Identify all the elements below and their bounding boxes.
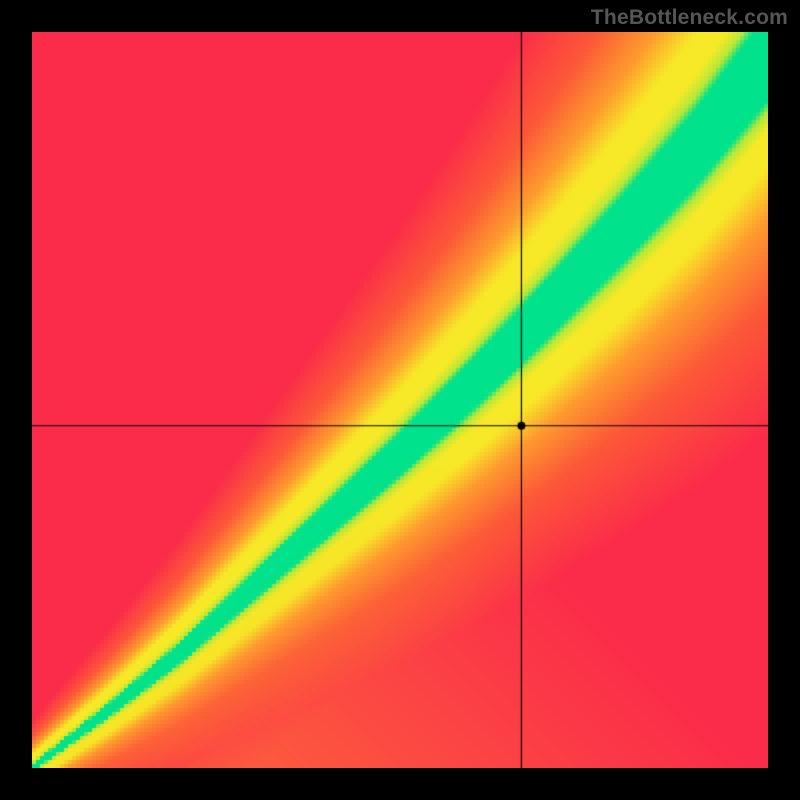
- watermark-text: TheBottleneck.com: [591, 6, 788, 30]
- bottleneck-heatmap: [32, 32, 768, 768]
- chart-container: TheBottleneck.com: [0, 0, 800, 800]
